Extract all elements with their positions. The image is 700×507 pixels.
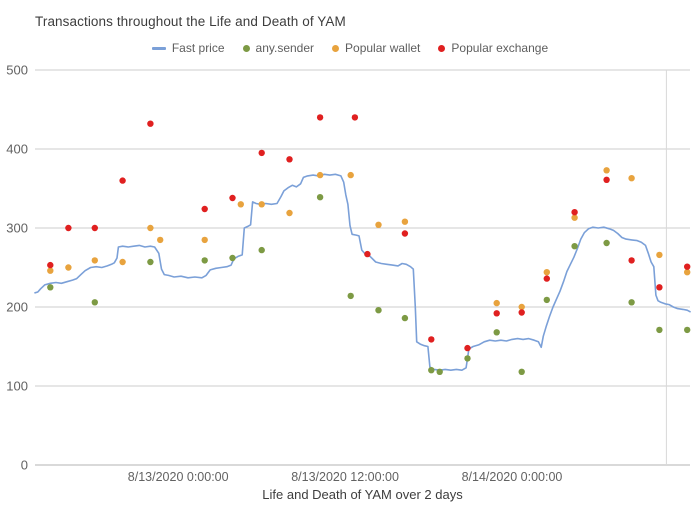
scatter-point-popular-wallet[interactable] bbox=[347, 171, 354, 179]
y-tick-label: 300 bbox=[6, 221, 28, 236]
scatter-point-popular-exchange[interactable] bbox=[147, 120, 154, 127]
y-tick-label: 500 bbox=[6, 63, 28, 78]
scatter-point-any-sender[interactable] bbox=[229, 254, 236, 262]
legend-label-popular-wallet: Popular wallet bbox=[345, 41, 421, 55]
legend-marker-fast-price-icon bbox=[151, 46, 166, 50]
scatter-point-popular-exchange[interactable] bbox=[571, 209, 578, 216]
scatter-point-popular-wallet[interactable] bbox=[157, 236, 164, 244]
x-axis-title: Life and Death of YAM over 2 days bbox=[262, 487, 463, 502]
scatter-point-popular-exchange[interactable] bbox=[229, 194, 236, 202]
legend-item-popular-exchange: Popular exchange bbox=[438, 41, 548, 55]
scatter-point-popular-exchange[interactable] bbox=[47, 261, 54, 269]
scatter-point-popular-exchange[interactable] bbox=[201, 205, 208, 213]
scatter-point-popular-wallet[interactable] bbox=[286, 209, 293, 217]
scatter-point-popular-wallet[interactable] bbox=[493, 299, 500, 307]
scatter-point-popular-exchange[interactable] bbox=[428, 336, 435, 343]
x-tick-label: 8/14/2020 0:00:00 bbox=[462, 470, 563, 484]
y-tick-label: 0 bbox=[21, 458, 28, 473]
scatter-point-any-sender[interactable] bbox=[201, 257, 208, 264]
scatter-point-popular-wallet[interactable] bbox=[401, 218, 409, 225]
y-tick-label: 400 bbox=[6, 142, 28, 157]
scatter-point-popular-exchange[interactable] bbox=[464, 344, 471, 352]
scatter-point-any-sender[interactable] bbox=[628, 299, 635, 306]
scatter-point-popular-exchange[interactable] bbox=[351, 114, 359, 121]
scatter-point-popular-exchange[interactable] bbox=[258, 149, 265, 157]
scatter-point-popular-exchange[interactable] bbox=[518, 309, 525, 316]
scatter-point-popular-wallet[interactable] bbox=[684, 269, 691, 276]
scatter-point-any-sender[interactable] bbox=[375, 307, 382, 314]
scatter-point-popular-exchange[interactable] bbox=[543, 275, 550, 282]
y-tick-label: 100 bbox=[6, 379, 28, 394]
series-line-fast-price[interactable] bbox=[34, 173, 691, 371]
scatter-point-popular-exchange[interactable] bbox=[286, 156, 293, 163]
scatter-point-any-sender[interactable] bbox=[47, 284, 54, 291]
legend-label-popular-exchange: Popular exchange bbox=[451, 41, 549, 55]
scatter-point-popular-wallet[interactable] bbox=[603, 167, 610, 174]
scatter-point-popular-wallet[interactable] bbox=[628, 175, 635, 182]
scatter-point-popular-wallet[interactable] bbox=[543, 269, 550, 276]
legend-label-any-sender: any.sender bbox=[255, 41, 315, 55]
legend-marker-popular-wallet-icon bbox=[332, 44, 340, 52]
scatter-point-any-sender[interactable] bbox=[603, 239, 610, 247]
chart-legend: Fast price any.sender Popular wallet Popula… bbox=[0, 41, 700, 55]
scatter-point-any-sender[interactable] bbox=[518, 368, 525, 375]
scatter-point-any-sender[interactable] bbox=[464, 355, 471, 362]
legend-marker-any-sender-icon bbox=[242, 44, 250, 52]
scatter-point-popular-wallet[interactable] bbox=[119, 258, 126, 266]
scatter-point-popular-wallet[interactable] bbox=[258, 201, 265, 208]
scatter-point-popular-wallet[interactable] bbox=[201, 236, 208, 244]
scatter-point-any-sender[interactable] bbox=[436, 368, 443, 375]
scatter-point-popular-exchange[interactable] bbox=[493, 310, 500, 317]
x-tick-label: 8/13/2020 0:00:00 bbox=[128, 470, 229, 484]
scatter-point-popular-wallet[interactable] bbox=[571, 214, 578, 221]
scatter-point-popular-wallet[interactable] bbox=[375, 221, 382, 228]
legend-item-popular-wallet: Popular wallet bbox=[332, 41, 420, 55]
scatter-point-popular-wallet[interactable] bbox=[65, 264, 72, 271]
scatter-point-any-sender[interactable] bbox=[401, 314, 409, 322]
chart-title: Transactions throughout the Life and Dea… bbox=[35, 14, 346, 29]
scatter-point-popular-exchange[interactable] bbox=[656, 284, 663, 291]
scatter-point-popular-exchange[interactable] bbox=[119, 177, 126, 184]
scatter-point-any-sender[interactable] bbox=[428, 367, 435, 374]
scatter-point-popular-exchange[interactable] bbox=[628, 257, 635, 264]
scatter-point-popular-wallet[interactable] bbox=[237, 201, 244, 208]
scatter-point-any-sender[interactable] bbox=[656, 326, 663, 334]
scatter-point-any-sender[interactable] bbox=[493, 329, 500, 336]
x-tick-label: 8/13/2020 12:00:00 bbox=[291, 470, 399, 484]
scatter-point-popular-exchange[interactable] bbox=[316, 114, 324, 121]
scatter-point-popular-exchange[interactable] bbox=[684, 263, 691, 270]
scatter-point-any-sender[interactable] bbox=[347, 292, 354, 300]
scatter-point-popular-exchange[interactable] bbox=[401, 230, 409, 237]
scatter-point-popular-wallet[interactable] bbox=[91, 257, 99, 264]
scatter-point-popular-exchange[interactable] bbox=[364, 250, 371, 258]
scatter-point-any-sender[interactable] bbox=[684, 326, 691, 334]
scatter-point-any-sender[interactable] bbox=[147, 258, 154, 266]
scatter-point-popular-exchange[interactable] bbox=[91, 224, 99, 232]
scatter-point-popular-wallet[interactable] bbox=[47, 267, 54, 274]
legend-marker-popular-exchange-icon bbox=[438, 44, 446, 52]
scatter-point-popular-wallet[interactable] bbox=[147, 224, 154, 232]
legend-item-any-sender: any.sender bbox=[242, 41, 315, 55]
scatter-point-any-sender[interactable] bbox=[316, 194, 324, 201]
scatter-point-popular-wallet[interactable] bbox=[518, 303, 525, 311]
scatter-point-popular-exchange[interactable] bbox=[65, 224, 72, 232]
legend-label-fast-price: Fast price bbox=[171, 41, 225, 55]
scatter-point-popular-exchange[interactable] bbox=[603, 176, 610, 183]
scatter-point-any-sender[interactable] bbox=[258, 246, 265, 254]
y-tick-label: 200 bbox=[6, 300, 28, 315]
scatter-point-any-sender[interactable] bbox=[91, 299, 99, 306]
scatter-point-any-sender[interactable] bbox=[571, 243, 578, 250]
legend-item-fast-price: Fast price bbox=[151, 41, 225, 55]
scatter-point-popular-wallet[interactable] bbox=[316, 171, 324, 179]
scatter-point-popular-wallet[interactable] bbox=[656, 251, 663, 259]
scatter-point-any-sender[interactable] bbox=[543, 296, 550, 304]
